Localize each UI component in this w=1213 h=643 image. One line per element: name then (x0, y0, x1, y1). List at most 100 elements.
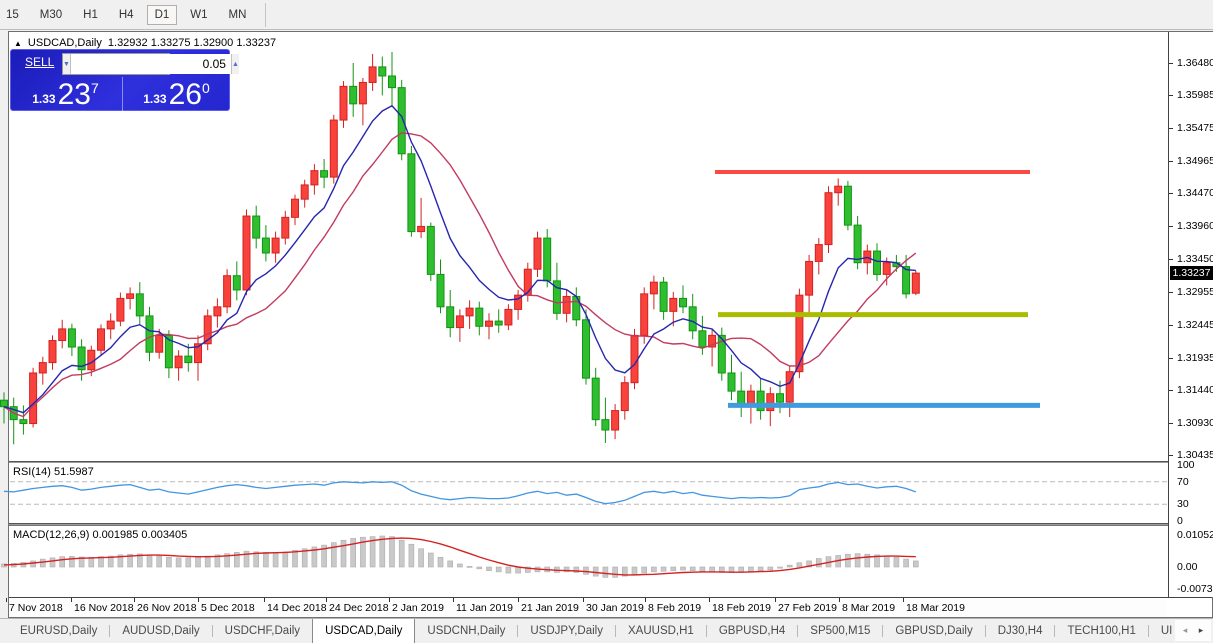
rsi-chart (3, 481, 1167, 505)
price-tick-label: 1.35985 (1177, 89, 1213, 102)
candle (349, 63, 358, 117)
rsi-scale-label: 30 (1177, 498, 1189, 511)
chart-tab-bar: EURUSD,Daily AUDUSD,Daily USDCHF,Daily USDC… (0, 618, 1213, 643)
date-tick-label: 30 Jan 2019 (586, 602, 644, 614)
panel-splitter[interactable] (9, 461, 1212, 463)
macd-histogram-bar (738, 566, 745, 573)
candle (77, 339, 86, 381)
tab-scroll-left-icon[interactable]: ◂ (1182, 625, 1188, 635)
candle-body (261, 237, 270, 254)
macd-histogram-bar (777, 566, 783, 569)
volume-decrease-icon[interactable]: ▼ (63, 54, 71, 74)
tab-gbpusd-daily[interactable]: GBPUSD,Daily (895, 625, 973, 637)
candle-body (611, 410, 620, 431)
macd-histogram-bar (195, 556, 201, 568)
candle (533, 231, 542, 277)
date-tick-label: 21 Jan 2019 (521, 602, 579, 614)
macd-histogram-bar (369, 536, 376, 568)
macd-histogram-bar (447, 560, 454, 568)
tab-scroll-right-icon[interactable]: ▸ (1198, 625, 1204, 635)
candle-body (87, 349, 96, 371)
macd-histogram-bar (757, 566, 764, 571)
candle-body (591, 377, 600, 421)
candle (591, 367, 600, 427)
price-axis[interactable]: 1.36480 1.35985 1.35475 1.34965 1.34470 1.339… (1169, 32, 1213, 597)
volume-increase-icon[interactable]: ▲ (230, 54, 239, 74)
macd-histogram-bar (874, 554, 880, 568)
candle-body (630, 334, 639, 384)
timeframe-mn[interactable]: MN (228, 8, 247, 21)
timeframe-d1[interactable]: D1 (146, 4, 178, 25)
candle-body (184, 355, 193, 364)
candle-body (358, 81, 367, 105)
volume-stepper: ▼ ▲ (62, 53, 239, 75)
macd-histogram-bar (806, 560, 812, 568)
macd-histogram-bar (146, 554, 153, 568)
tab-tech100-h1[interactable]: TECH100,H1 (1067, 625, 1136, 637)
candle-body (727, 372, 736, 392)
timeframe-m30[interactable]: M30 (39, 8, 63, 21)
rsi-scale-label: 100 (1177, 459, 1195, 471)
slow-ma-line (3, 132, 917, 418)
macd-histogram-bar (292, 549, 298, 568)
tab-usdjpy-daily[interactable]: USDJPY,Daily (530, 625, 603, 637)
candle (97, 324, 105, 357)
candle (485, 313, 493, 340)
macd-histogram-bar (311, 546, 318, 568)
timeframe-15[interactable]: 15 (6, 8, 19, 21)
candle (630, 328, 639, 390)
macd-histogram-bar (379, 535, 386, 568)
timeframe-h4[interactable]: H4 (118, 8, 134, 21)
tab-eurusd-daily[interactable]: EURUSD,Daily (20, 625, 98, 637)
timeframe-w1[interactable]: W1 (190, 8, 208, 21)
tab-usdcnh-daily[interactable]: USDCNH,Daily (427, 625, 506, 637)
tab-audusd-daily[interactable]: AUDUSD,Daily (122, 625, 200, 637)
candle (708, 328, 717, 367)
macd-histogram-bar (563, 566, 570, 573)
macd-histogram-bar (59, 556, 66, 568)
candle-body (465, 307, 474, 317)
timeframe-h1[interactable]: H1 (83, 8, 98, 21)
tab-sp500-m15[interactable]: SP500,M15 (810, 625, 871, 637)
candle-body (562, 295, 571, 314)
tab-gbpusd-h4[interactable]: GBPUSD,H4 (718, 625, 786, 637)
candle-body (485, 320, 493, 327)
panel-splitter[interactable] (9, 523, 1212, 526)
one-click-trade-panel: SELL BUY ▼ ▲ 1.33 23 7 1.33 26 0 (10, 49, 239, 111)
price-tick-label: 1.33450 (1177, 253, 1213, 266)
candle (407, 146, 416, 237)
candle (853, 216, 862, 270)
price-tick-label: 1.36480 (1177, 57, 1213, 69)
candle-body (824, 192, 833, 246)
macd-histogram-bar (127, 553, 133, 568)
candle (465, 300, 474, 329)
candle-body (805, 260, 814, 296)
buy-price-button[interactable]: 1.33 26 0 (122, 77, 230, 111)
price-tick-label: 1.33960 (1177, 220, 1213, 233)
candle (126, 287, 135, 310)
tab-separator (109, 625, 111, 637)
candle-body (494, 320, 503, 326)
candle-body (116, 297, 125, 322)
axis-line (9, 597, 1212, 598)
sell-price-button[interactable]: 1.33 23 7 (11, 77, 120, 111)
candle (756, 378, 765, 420)
collapse-panel-icon[interactable]: ▲ (14, 38, 22, 48)
candle-body (659, 281, 668, 312)
tab-xauusd-h1[interactable]: XAUUSD,H1 (628, 625, 694, 637)
macd-histogram-bar (457, 563, 463, 568)
tab-usdcad-daily[interactable]: USDCAD,Daily (312, 619, 416, 643)
candle-body (911, 272, 920, 294)
sell-button[interactable]: SELL (25, 55, 55, 69)
tab-ui[interactable]: UI (1160, 625, 1173, 637)
volume-input[interactable] (70, 54, 231, 74)
tab-usdchf-daily[interactable]: USDCHF,Daily (224, 625, 301, 637)
macd-histogram-bar (680, 566, 686, 571)
date-axis[interactable]: 7 Nov 2018 16 Nov 2018 26 Nov 2018 5 Dec 20… (6, 598, 1167, 617)
tab-dj30-h4[interactable]: DJ30,H4 (997, 625, 1043, 637)
macd-histogram-bar (495, 566, 502, 573)
price-tick-mark (1169, 193, 1173, 195)
macd-histogram-bar (583, 566, 589, 575)
date-tick-mark (709, 598, 710, 602)
tab-separator (1054, 625, 1056, 637)
